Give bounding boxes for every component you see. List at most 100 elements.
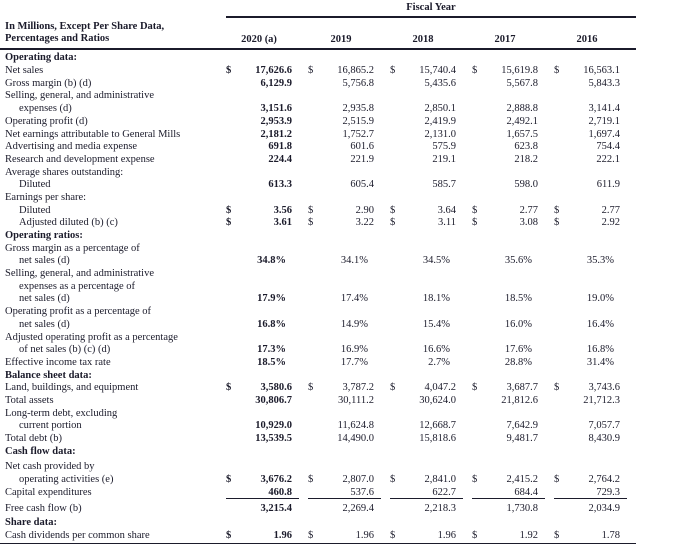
value-cell (308, 281, 390, 294)
cell-value: 28.8% (504, 356, 532, 368)
cell-value: 3,787.2 (342, 382, 375, 394)
value-cell: 224.4 (226, 154, 308, 167)
value-cell: 5,435.6 (390, 78, 472, 91)
value-cell (226, 370, 308, 383)
cell-value: 218.2 (514, 153, 538, 165)
cell-value: 224.4 (268, 153, 292, 165)
value-cell (308, 306, 390, 319)
table-row: Average shares outstanding: (0, 167, 636, 180)
value-cell (472, 281, 554, 294)
cell-value: 2.90 (355, 204, 374, 216)
value-cell: $2,415.2 (472, 474, 554, 487)
dollar-sign: $ (390, 204, 396, 216)
value-cell: 13,539.5 (226, 433, 308, 446)
value-cell (554, 167, 636, 180)
value-cell: 34.5% (390, 255, 472, 268)
value-cell: 729.3 (554, 487, 636, 500)
row-label: Adjusted operating profit as a percentag… (5, 331, 178, 343)
dollar-sign: $ (226, 204, 232, 216)
cell-value: 2,415.2 (506, 474, 539, 486)
value-cell (226, 243, 308, 256)
cell-value: 15.4% (422, 318, 450, 330)
row-label: Gross margin as a percentage of (5, 242, 140, 254)
value-cell: $2,807.0 (308, 474, 390, 487)
value-cell (472, 230, 554, 243)
row-label-heading: In Millions, Except Per Share Data, Perc… (0, 21, 226, 45)
cell-value: 34.1% (340, 255, 368, 267)
cell-value: 1,730.8 (506, 503, 539, 515)
table-row: Operating profit (d) 2,953.9 2,515.9 2,419.… (0, 116, 636, 129)
value-cell: 691.8 (226, 141, 308, 154)
value-cell (390, 461, 472, 474)
cell-value: 3,676.2 (260, 474, 293, 486)
cell-value: 2.92 (601, 217, 620, 229)
value-cell (390, 167, 472, 180)
value-cell: 611.9 (554, 179, 636, 192)
value-cell (554, 230, 636, 243)
year-column-header-2018: 2018 (412, 34, 434, 46)
value-cell: 16.8% (554, 344, 636, 357)
value-cell: 30,806.7 (226, 395, 308, 408)
value-cell (308, 90, 390, 103)
cell-value: 684.4 (514, 486, 538, 498)
table-row: net sales (d) 34.8% 34.1% 34.5% 35.6% 35.3% (0, 255, 636, 268)
year-column-header-2020: 2020 (a) (241, 34, 277, 46)
table-row: Capital expenditures 460.8 537.6 622.7 684.4… (0, 487, 636, 500)
row-label: of net sales (b) (c) (d) (19, 344, 111, 356)
value-cell: 18.5% (226, 357, 308, 370)
cell-value: 2,515.9 (342, 115, 375, 127)
value-cell: 2,419.9 (390, 116, 472, 129)
value-cell: 3,141.4 (554, 103, 636, 116)
cell-value: 4,047.2 (424, 382, 457, 394)
cell-value: 1.96 (355, 529, 374, 541)
table-row: current portion 10,929.0 11,624.8 12,668.7 7… (0, 420, 636, 433)
value-cell: $1.96 (390, 530, 472, 543)
value-cell (308, 517, 390, 530)
cell-value: 2,764.2 (588, 474, 621, 486)
row-label: Operating data: (5, 52, 78, 64)
value-cell: 537.6 (308, 487, 390, 500)
value-cell: 16.9% (308, 344, 390, 357)
value-cell (390, 517, 472, 530)
cell-value: 15,740.4 (419, 65, 456, 77)
table-row: Research and development expense 224.4 221… (0, 154, 636, 167)
cell-value: 16.4% (586, 318, 614, 330)
table-row: Long-term debt, excluding (0, 408, 636, 421)
value-cell: 8,430.9 (554, 433, 636, 446)
value-cell (308, 52, 390, 65)
value-cell (308, 243, 390, 256)
header-spacer (0, 2, 226, 18)
value-cell: 17.6% (472, 344, 554, 357)
row-label: Effective income tax rate (5, 356, 111, 368)
value-cell (390, 230, 472, 243)
row-label: Advertising and media expense (5, 141, 138, 153)
row-label: Research and development expense (5, 153, 155, 165)
cell-value: 16.8% (586, 344, 614, 356)
value-cell: 575.9 (390, 141, 472, 154)
dollar-sign: $ (554, 474, 560, 486)
value-cell (554, 243, 636, 256)
cell-value: 2,953.9 (260, 115, 293, 127)
cell-value: 14.9% (340, 318, 368, 330)
cell-value: 5,756.8 (342, 77, 375, 89)
cell-value: 3,215.4 (260, 503, 293, 515)
value-cell: $15,619.8 (472, 65, 554, 78)
value-cell (472, 517, 554, 530)
value-cell (390, 243, 472, 256)
value-cell: $2,841.0 (390, 474, 472, 487)
cell-value: 601.6 (350, 141, 374, 153)
cell-value: 30,111.2 (338, 394, 374, 406)
cell-value: 2.7% (428, 356, 450, 368)
value-cell: 222.1 (554, 154, 636, 167)
value-cell (472, 52, 554, 65)
table-row: Earnings per share: (0, 192, 636, 205)
cell-value: 613.3 (268, 179, 292, 191)
row-label-heading-line1: In Millions, Except Per Share Data, (5, 21, 165, 32)
table-row: Total debt (b) 13,539.5 14,490.0 15,818.6 9,… (0, 433, 636, 446)
cell-value: 622.7 (432, 486, 456, 498)
row-label: operating activities (e) (19, 474, 114, 486)
value-cell (308, 461, 390, 474)
cell-value: 611.9 (596, 179, 620, 191)
column-header-row: In Millions, Except Per Share Data, Perc… (0, 18, 636, 51)
cell-value: 2.77 (519, 204, 538, 216)
